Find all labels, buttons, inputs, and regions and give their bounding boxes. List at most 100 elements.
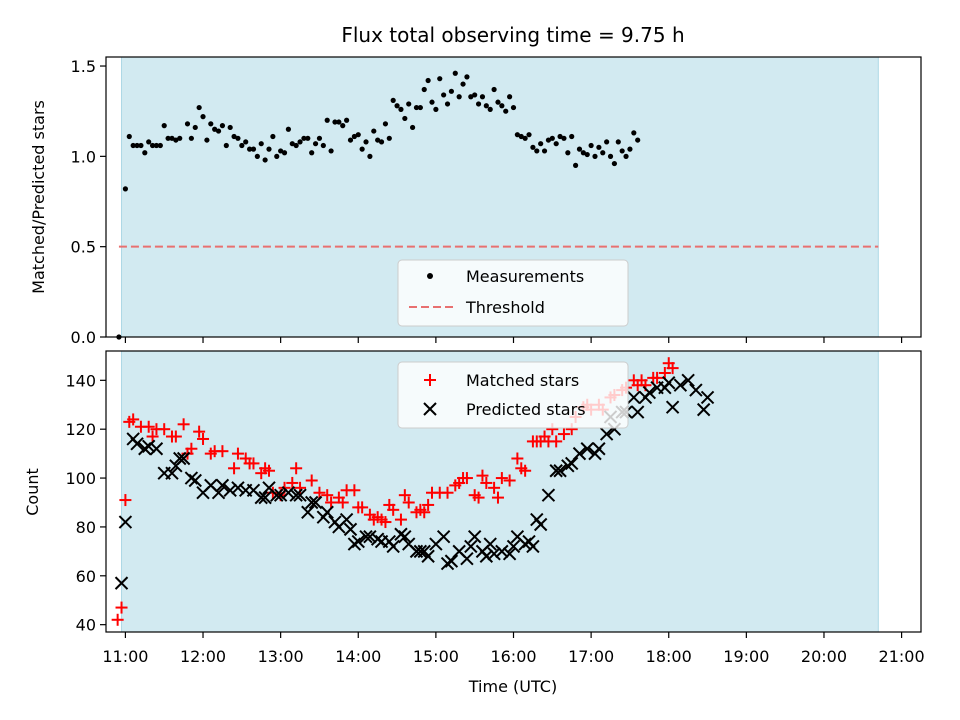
predicted-point-97 — [673, 378, 688, 392]
measurement-point-26 — [223, 142, 229, 149]
measurement-point-84 — [448, 88, 455, 94]
matched-point-19 — [216, 445, 229, 458]
predicted-point-47 — [394, 527, 408, 541]
matched-point-52 — [398, 489, 411, 502]
legend-matched-label: Matched stars — [466, 371, 579, 390]
measurement-point-38 — [270, 133, 276, 140]
predicted-point-61 — [467, 529, 482, 544]
measurement-point-69 — [390, 97, 396, 103]
measurement-point-8 — [149, 142, 156, 149]
measurement-point-123 — [600, 150, 606, 156]
measurement-point-41 — [281, 150, 288, 156]
measurement-point-29 — [235, 135, 241, 141]
measurement-point-21 — [204, 137, 210, 143]
measurement-point-113 — [561, 135, 567, 141]
measurement-point-3 — [130, 142, 136, 149]
predicted-point-40 — [351, 534, 365, 549]
measurement-point-5 — [138, 142, 144, 149]
matched-point-66 — [472, 491, 485, 504]
measurement-point-61 — [359, 146, 365, 152]
measurement-point-12 — [165, 135, 171, 141]
predicted-point-55 — [436, 529, 451, 544]
counts-xtick-label-11:00: 11:00 — [102, 647, 148, 666]
predicted-point-92 — [642, 385, 657, 400]
predicted-point-5 — [141, 439, 156, 454]
measurement-point-43 — [289, 141, 295, 147]
predicted-point-81 — [580, 442, 594, 456]
measurement-point-4 — [134, 142, 140, 149]
predicted-point-11 — [176, 451, 191, 466]
measurement-point-22 — [208, 121, 214, 127]
matched-point-68 — [480, 476, 493, 489]
ratio-marks — [116, 70, 641, 340]
predicted-point-29 — [293, 488, 307, 502]
predicted-point-48 — [398, 529, 412, 544]
matched-point-69 — [488, 481, 501, 494]
measurement-point-111 — [553, 141, 559, 147]
matched-point-20 — [228, 462, 241, 475]
predicted-point-37 — [339, 512, 354, 527]
matched-point-103 — [666, 362, 679, 375]
predicted-point-95 — [662, 376, 676, 390]
measurement-point-90 — [472, 92, 478, 98]
measurement-point-18 — [192, 124, 198, 131]
matched-point-41 — [348, 484, 361, 497]
counts-ytick-label-40: 40 — [76, 616, 96, 635]
predicted-point-17 — [215, 478, 230, 493]
counts-xtick-label-16:00: 16:00 — [490, 647, 536, 666]
predicted-point-42 — [363, 529, 377, 544]
ratio-ytick-label-0.0: 0.0 — [71, 328, 96, 347]
measurement-point-109 — [545, 137, 552, 143]
matched-point-64 — [460, 472, 473, 485]
measurement-point-129 — [623, 153, 629, 159]
measurement-point-126 — [611, 160, 618, 167]
predicted-point-16 — [211, 486, 226, 500]
predicted-point-12 — [184, 471, 199, 485]
measurement-point-66 — [378, 139, 385, 145]
predicted-point-27 — [281, 486, 296, 500]
predicted-point-70 — [518, 537, 532, 551]
measurement-point-60 — [355, 132, 361, 138]
predicted-point-43 — [370, 532, 385, 546]
measurement-point-11 — [161, 123, 167, 129]
measurement-point-65 — [375, 137, 381, 143]
measurement-point-76 — [417, 104, 423, 111]
matched-point-11 — [169, 430, 182, 443]
ratio-ytick-label-0.5: 0.5 — [71, 238, 96, 257]
measurement-point-47 — [305, 135, 311, 141]
counts-xtick-label-13:00: 13:00 — [258, 647, 304, 666]
matched-point-48 — [379, 516, 392, 529]
measurement-point-87 — [460, 81, 466, 87]
predicted-point-96 — [665, 400, 680, 414]
matched-point-12 — [177, 418, 190, 431]
measurement-point-112 — [557, 133, 563, 140]
counts-xtick-label-20:00: 20:00 — [801, 647, 847, 666]
measurement-point-49 — [312, 141, 319, 147]
measurement-point-55 — [336, 119, 342, 125]
predicted-point-22 — [254, 490, 268, 505]
ratio-y-axis: 0.0 0.5 1.0 1.5 — [71, 57, 106, 347]
measurement-point-14 — [173, 137, 179, 143]
measurement-point-124 — [604, 139, 610, 145]
predicted-point-28 — [289, 488, 303, 502]
predicted-point-13 — [188, 473, 202, 488]
measurement-point-119 — [584, 151, 590, 158]
matched-point-101 — [658, 366, 671, 379]
ratio-panel: 0.0 0.5 1.0 1.5 Matched/Predicted stars Mea… — [29, 56, 922, 347]
measurement-point-36 — [262, 157, 268, 163]
predicted-point-56 — [440, 556, 455, 571]
counts-legend-box — [397, 361, 629, 429]
measurement-point-114 — [565, 150, 571, 156]
measurement-point-2 — [126, 133, 132, 140]
legend-measurements-marker — [427, 273, 433, 279]
predicted-point-59 — [460, 551, 474, 566]
measurement-point-46 — [301, 135, 307, 141]
matched-point-1 — [115, 601, 128, 614]
ratio-legend-box — [397, 259, 629, 327]
legend-matched-marker — [424, 374, 436, 386]
measurement-point-102 — [518, 133, 524, 140]
ratio-ytick-label-1.0: 1.0 — [71, 147, 96, 166]
counts-legend: Matched stars Predicted stars — [397, 361, 629, 429]
measurement-point-42 — [285, 126, 292, 132]
predicted-point-78 — [561, 459, 575, 473]
